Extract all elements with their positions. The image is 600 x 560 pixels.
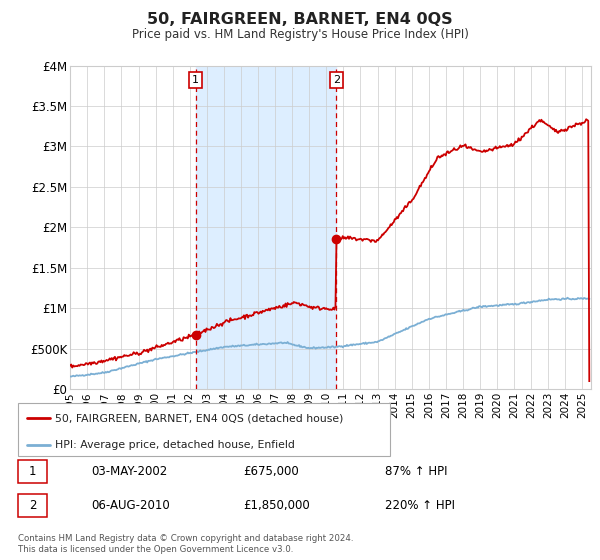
Text: 2: 2	[333, 75, 340, 85]
Text: 87% ↑ HPI: 87% ↑ HPI	[385, 465, 447, 478]
Bar	[196, 66, 337, 389]
Text: 06-AUG-2010: 06-AUG-2010	[91, 499, 170, 512]
Text: 2: 2	[29, 499, 37, 512]
Bar	[18, 460, 47, 483]
Text: 220% ↑ HPI: 220% ↑ HPI	[385, 499, 455, 512]
Text: £675,000: £675,000	[244, 465, 299, 478]
Text: 50, FAIRGREEN, BARNET, EN4 0QS: 50, FAIRGREEN, BARNET, EN4 0QS	[147, 12, 453, 27]
Text: 03-MAY-2002: 03-MAY-2002	[91, 465, 167, 478]
Text: HPI: Average price, detached house, Enfield: HPI: Average price, detached house, Enfi…	[55, 440, 295, 450]
Text: 50, FAIRGREEN, BARNET, EN4 0QS (detached house): 50, FAIRGREEN, BARNET, EN4 0QS (detached…	[55, 413, 344, 423]
Text: £1,850,000: £1,850,000	[244, 499, 310, 512]
Bar	[18, 494, 47, 517]
Text: 1: 1	[192, 75, 199, 85]
Text: This data is licensed under the Open Government Licence v3.0.: This data is licensed under the Open Gov…	[18, 545, 293, 554]
Text: Contains HM Land Registry data © Crown copyright and database right 2024.: Contains HM Land Registry data © Crown c…	[18, 534, 353, 543]
Text: Price paid vs. HM Land Registry's House Price Index (HPI): Price paid vs. HM Land Registry's House …	[131, 28, 469, 41]
Text: 1: 1	[29, 465, 37, 478]
